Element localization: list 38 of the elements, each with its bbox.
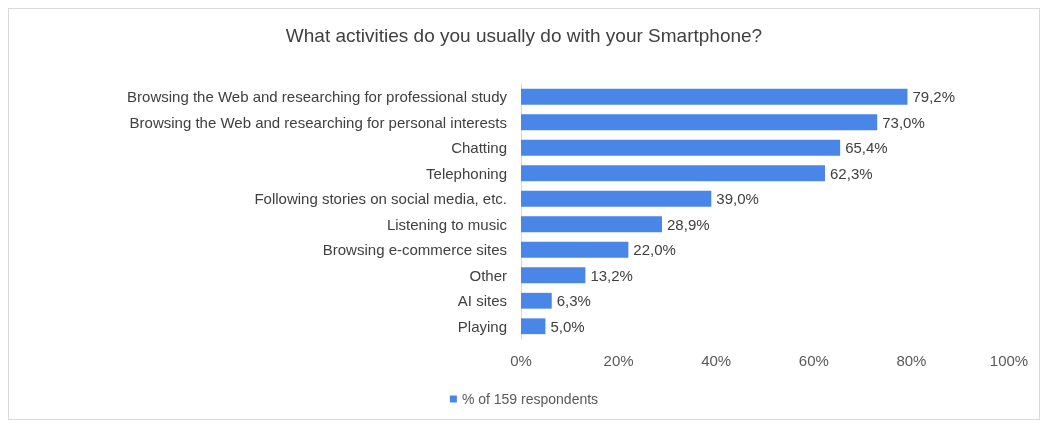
y-tick-label: Telephoning (426, 164, 507, 182)
bar (521, 318, 546, 335)
y-tick-label: Browsing the Web and researching for professional study (127, 88, 508, 106)
y-tick-label: Other (469, 266, 507, 284)
bar (521, 267, 586, 284)
y-tick-label: Chatting (451, 139, 507, 157)
data-label: 73,0% (882, 113, 925, 131)
bar (521, 292, 552, 309)
bar (521, 190, 712, 207)
data-label: 28,9% (667, 215, 710, 233)
data-label: 79,2% (912, 88, 956, 106)
chart-title: What activities do you usually do with your Smartphone? (285, 25, 763, 46)
x-tick-label: 80% (896, 352, 927, 369)
y-tick-label: Listening to music (386, 215, 508, 233)
y-tick-label: Browsing e-commerce sites (322, 241, 507, 259)
y-tick-label: AI sites (457, 292, 507, 310)
y-tick-label: Following stories on social media, etc. (254, 190, 507, 208)
data-label: 65,4% (845, 139, 888, 157)
x-tick-label: 40% (701, 352, 732, 369)
bar (521, 114, 878, 131)
x-tick-label: 100% (989, 352, 1029, 369)
x-tick-label: 0% (510, 352, 532, 369)
bar (521, 88, 908, 105)
bar (521, 139, 841, 156)
data-label: 6,3% (556, 292, 591, 310)
data-label: 22,0% (633, 241, 676, 259)
x-tick-label: 20% (603, 352, 634, 369)
data-label: 62,3% (830, 164, 873, 182)
y-tick-label: Playing (457, 317, 507, 335)
bar (521, 216, 663, 233)
data-label: 13,2% (590, 266, 633, 284)
x-tick-label: 60% (798, 352, 829, 369)
bar (521, 241, 629, 258)
y-tick-label: Browsing the Web and researching for personal interests (129, 113, 507, 131)
data-label: 39,0% (716, 190, 759, 208)
bar (521, 165, 826, 182)
data-label: 5,0% (550, 317, 585, 335)
legend-label: % of 159 respondents (461, 391, 599, 407)
